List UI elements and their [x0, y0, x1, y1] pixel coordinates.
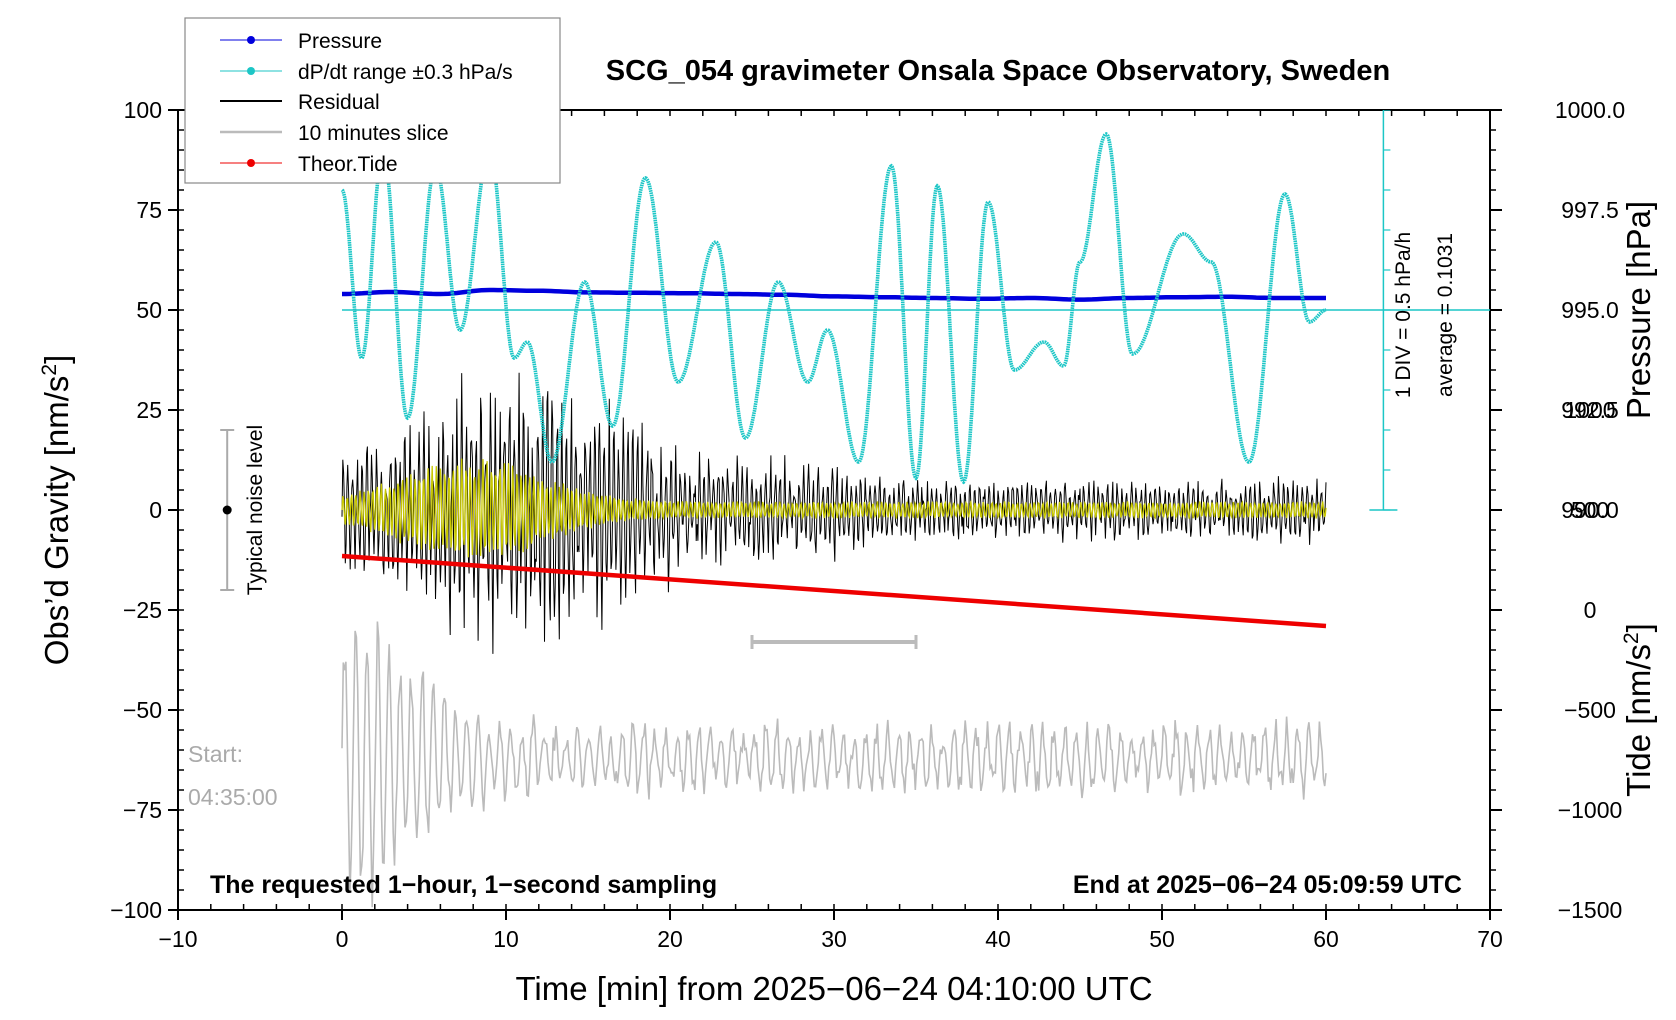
x-tick-label: 60: [1313, 926, 1339, 952]
tide-tick-label: −500: [1564, 697, 1616, 723]
tide-axis-label-sup: 2: [1620, 632, 1643, 644]
tide-tick-label: 1000: [1564, 397, 1615, 423]
legend-dot-pressure: [247, 36, 255, 44]
noise-level-label: Typical noise level: [244, 425, 267, 595]
legend-label-residual: Residual: [298, 91, 380, 114]
pressure-tick-label: 997.5: [1561, 197, 1619, 223]
x-tick-label: 70: [1477, 926, 1503, 952]
legend-item-residual: Residual: [220, 91, 380, 114]
y-axis-label-sup: 2: [38, 364, 61, 376]
legend-dot-dpdt: [247, 67, 255, 75]
pressure-tick-label: 990.0: [1561, 497, 1619, 523]
tide-axis-label-text: Tide [nm/s: [1620, 644, 1657, 797]
y-axis-label: Obs’d Gravity [nm/s2]: [38, 355, 75, 666]
slice-window-marker: [750, 635, 918, 649]
tide-tick-label: 0: [1584, 597, 1597, 623]
tide-axis-label-close: ]: [1620, 623, 1657, 632]
legend-item-slice: 10 minutes slice: [220, 122, 449, 145]
y-tick-label: −50: [123, 697, 162, 723]
tide-axis-ticks: −1500 −1000 −500 0 500 1000: [1490, 397, 1622, 923]
legend-item-dpdt: dP/dt range ±0.3 hPa/s: [220, 61, 513, 84]
legend-dot-tide: [247, 159, 255, 167]
x-tick-label: −10: [158, 926, 197, 952]
legend-label-pressure: Pressure: [298, 30, 382, 53]
tide-tick-label: −1000: [1558, 797, 1623, 823]
legend-item-tide: Theor.Tide: [220, 153, 398, 176]
filtered-residual-line: [341, 458, 1327, 558]
y-tick-label: −25: [123, 597, 162, 623]
y-axis-ticks: −100 −75 −50 −25 0 25 50 75 100: [110, 97, 178, 923]
tide-series-line: [341, 553, 1327, 629]
legend-label-tide: Theor.Tide: [298, 153, 398, 176]
x-tick-label: 20: [657, 926, 683, 952]
y-axis-label-close: ]: [38, 355, 75, 364]
x-tick-label: 30: [821, 926, 847, 952]
chart-title: SCG_054 gravimeter Onsala Space Observat…: [606, 55, 1390, 87]
pressure-tick-label: 992.5: [1561, 397, 1619, 423]
x-axis-ticks: −10 0 10 20 30 40 50 60 70: [158, 910, 1503, 952]
tide-tick-label: 500: [1571, 497, 1609, 523]
y-tick-label: 50: [136, 297, 162, 323]
y-tick-label: 100: [124, 97, 162, 123]
start-label: Start:: [188, 741, 243, 767]
frame-minor-ticks: [177, 109, 1496, 911]
sampling-note: The requested 1−hour, 1−second sampling: [210, 871, 717, 899]
dpdt-div-label: 1 DIV = 0.5 hPa/h: [1392, 232, 1415, 398]
pressure-axis-label: Pressure [hPa]: [1620, 201, 1657, 419]
y-axis-label-text: Obs’d Gravity [nm/s: [38, 376, 75, 666]
x-tick-label: 50: [1149, 926, 1175, 952]
legend: Pressure dP/dt range ±0.3 hPa/s Residual…: [184, 17, 561, 184]
pressure-axis-ticks: 990.0 992.5 995.0 997.5 1000.0: [1490, 97, 1625, 523]
legend-box: [184, 17, 561, 184]
y-tick-label: −100: [110, 897, 162, 923]
dpdt-series-line: [340, 132, 1327, 485]
pressure-tick-label: 995.0: [1561, 297, 1619, 323]
end-time-note: End at 2025−06−24 05:09:59 UTC: [1073, 871, 1462, 899]
y-tick-label: −75: [123, 797, 162, 823]
legend-item-pressure: Pressure: [220, 30, 382, 53]
x-axis-label: Time [min] from 2025−06−24 04:10:00 UTC: [515, 970, 1152, 1007]
start-time: 04:35:00: [188, 784, 278, 810]
pressure-tick-label: 1000.0: [1555, 97, 1625, 123]
slice-series-line: [341, 621, 1327, 908]
y-tick-label: 75: [136, 197, 162, 223]
x-tick-label: 40: [985, 926, 1011, 952]
x-tick-label: 10: [493, 926, 519, 952]
x-tick-label: 0: [336, 926, 349, 952]
y-tick-label: 0: [149, 497, 162, 523]
noise-bar-center-dot: [222, 505, 232, 515]
tide-axis-label: Tide [nm/s2]: [1620, 623, 1657, 797]
legend-label-dpdt: dP/dt range ±0.3 hPa/s: [298, 61, 513, 84]
pressure-series-line: [342, 287, 1326, 302]
tide-tick-label: −1500: [1558, 897, 1623, 923]
noise-level-bar: [220, 429, 235, 591]
dpdt-average-label: average = 0.1031: [1434, 233, 1457, 397]
y-tick-label: 25: [136, 397, 162, 423]
legend-label-slice: 10 minutes slice: [298, 122, 449, 145]
